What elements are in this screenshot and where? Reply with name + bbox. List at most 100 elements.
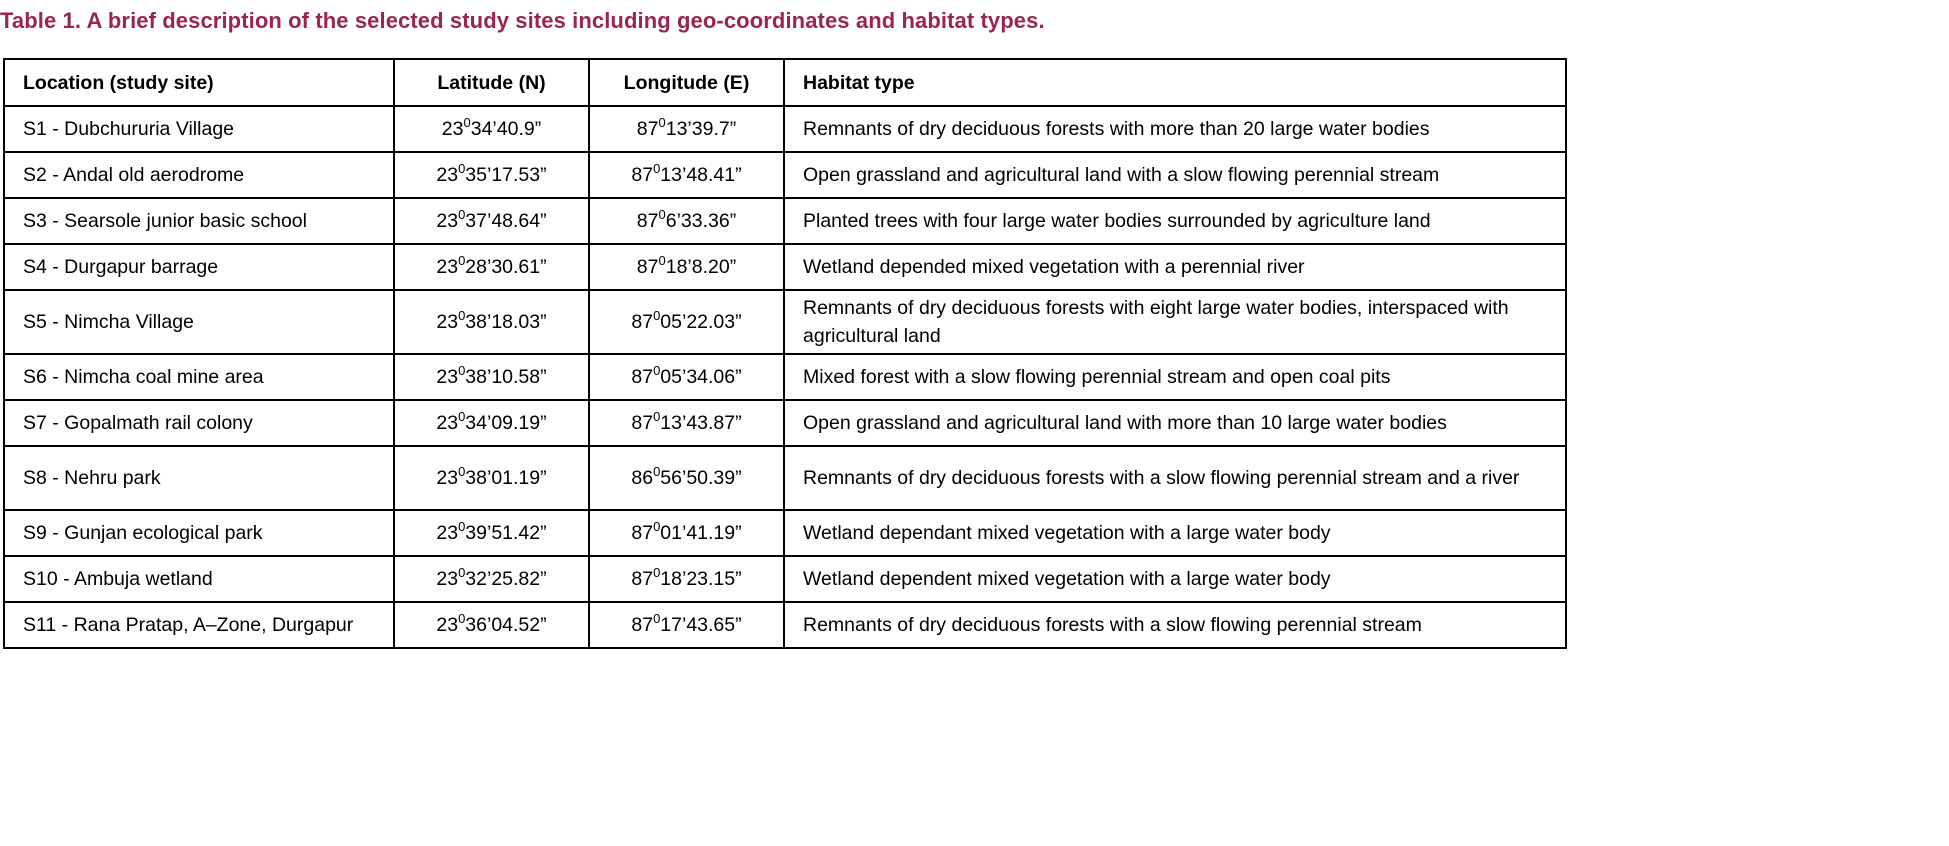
location-cell: S6 - Nimcha coal mine area xyxy=(3,353,395,401)
habitat-cell: Wetland dependant mixed vegetation with … xyxy=(783,509,1567,557)
longitude-cell-minutes-seconds: 17’43.65” xyxy=(660,614,742,636)
degree-mark: 0 xyxy=(653,464,661,479)
latitude-cell-degrees: 23 xyxy=(436,256,459,278)
longitude-cell: 87013’43.87” xyxy=(588,399,785,447)
latitude-cell-minutes-seconds: 38’10.58” xyxy=(465,366,547,388)
latitude-cell-degrees: 23 xyxy=(436,614,459,636)
header-habitat: Habitat type xyxy=(783,58,1567,107)
habitat-cell: Remnants of dry deciduous forests with e… xyxy=(783,289,1567,355)
latitude-cell: 23034’09.19” xyxy=(393,399,590,447)
longitude-cell-degrees: 87 xyxy=(631,164,654,186)
latitude-cell-minutes-seconds: 38’18.03” xyxy=(465,311,547,333)
location-cell: S11 - Rana Pratap, A–Zone, Durgapur xyxy=(3,601,395,649)
latitude-cell: 23034’40.9” xyxy=(393,105,590,153)
longitude-cell: 87018’23.15” xyxy=(588,555,785,603)
latitude-cell-degrees: 23 xyxy=(436,412,459,434)
degree-mark: 0 xyxy=(458,308,466,323)
habitat-cell: Open grassland and agricultural land wit… xyxy=(783,151,1567,199)
degree-mark: 0 xyxy=(653,363,661,378)
location-cell: S4 - Durgapur barrage xyxy=(3,243,395,291)
degree-mark: 0 xyxy=(458,464,466,479)
latitude-cell-minutes-seconds: 38’01.19” xyxy=(465,467,547,489)
longitude-cell-degrees: 86 xyxy=(631,467,654,489)
location-cell: S5 - Nimcha Village xyxy=(3,289,395,355)
latitude-cell-degrees: 23 xyxy=(436,210,459,232)
table-row: S1 - Dubchururia Village 23034’40.9” 87013… xyxy=(3,105,1567,153)
longitude-cell: 87013’39.7” xyxy=(588,105,785,153)
habitat-cell: Wetland depended mixed vegetation with a… xyxy=(783,243,1567,291)
longitude-cell-minutes-seconds: 05’22.03” xyxy=(660,311,742,333)
latitude-cell-minutes-seconds: 37’48.64” xyxy=(465,210,547,232)
longitude-cell-degrees: 87 xyxy=(631,522,654,544)
study-sites-table: Location (study site) Latitude (N) Longi… xyxy=(3,58,1567,649)
habitat-cell: Remnants of dry deciduous forests with m… xyxy=(783,105,1567,153)
degree-mark: 0 xyxy=(653,308,661,323)
table-row: S9 - Gunjan ecological park 23039’51.42” 8… xyxy=(3,509,1567,557)
longitude-cell-minutes-seconds: 18’8.20” xyxy=(665,256,737,278)
location-cell: S2 - Andal old aerodrome xyxy=(3,151,395,199)
longitude-cell-degrees: 87 xyxy=(636,118,659,140)
degree-mark: 0 xyxy=(653,565,661,580)
latitude-cell: 23035’17.53” xyxy=(393,151,590,199)
table-row: S4 - Durgapur barrage 23028’30.61” 87018’8… xyxy=(3,243,1567,291)
degree-mark: 0 xyxy=(653,519,661,534)
degree-mark: 0 xyxy=(458,161,466,176)
habitat-cell: Wetland dependent mixed vegetation with … xyxy=(783,555,1567,603)
location-cell: S8 - Nehru park xyxy=(3,445,395,511)
longitude-cell-minutes-seconds: 13’43.87” xyxy=(660,412,742,434)
habitat-cell: Remnants of dry deciduous forests with a… xyxy=(783,445,1567,511)
table-caption: Table 1. A brief description of the sele… xyxy=(0,8,1045,33)
longitude-cell-minutes-seconds: 56’50.39” xyxy=(660,467,742,489)
longitude-cell-minutes-seconds: 05’34.06” xyxy=(660,366,742,388)
degree-mark: 0 xyxy=(653,161,661,176)
degree-mark: 0 xyxy=(458,565,466,580)
location-cell: S3 - Searsole junior basic school xyxy=(3,197,395,245)
latitude-cell-degrees: 23 xyxy=(441,118,464,140)
table-row: S7 - Gopalmath rail colony 23034’09.19” 87… xyxy=(3,399,1567,447)
latitude-cell-minutes-seconds: 28’30.61” xyxy=(465,256,547,278)
latitude-cell-minutes-seconds: 39’51.42” xyxy=(465,522,547,544)
longitude-cell: 87005’22.03” xyxy=(588,289,785,355)
longitude-cell-degrees: 87 xyxy=(631,614,654,636)
degree-mark: 0 xyxy=(458,409,466,424)
longitude-cell-minutes-seconds: 13’48.41” xyxy=(660,164,742,186)
latitude-cell: 23038’01.19” xyxy=(393,445,590,511)
header-longitude: Longitude (E) xyxy=(588,58,785,107)
latitude-cell: 23032’25.82” xyxy=(393,555,590,603)
habitat-cell: Open grassland and agricultural land wit… xyxy=(783,399,1567,447)
latitude-cell: 23037’48.64” xyxy=(393,197,590,245)
location-cell: S10 - Ambuja wetland xyxy=(3,555,395,603)
table-header-row: Location (study site) Latitude (N) Longi… xyxy=(3,58,1567,107)
latitude-cell-minutes-seconds: 34’40.9” xyxy=(470,118,542,140)
latitude-cell-minutes-seconds: 34’09.19” xyxy=(465,412,547,434)
longitude-cell: 87005’34.06” xyxy=(588,353,785,401)
longitude-cell-degrees: 87 xyxy=(631,412,654,434)
location-cell: S1 - Dubchururia Village xyxy=(3,105,395,153)
latitude-cell: 23039’51.42” xyxy=(393,509,590,557)
latitude-cell-degrees: 23 xyxy=(436,366,459,388)
longitude-cell: 8706’33.36” xyxy=(588,197,785,245)
header-latitude: Latitude (N) xyxy=(393,58,590,107)
longitude-cell: 87018’8.20” xyxy=(588,243,785,291)
degree-mark: 0 xyxy=(463,115,471,130)
latitude-cell: 23028’30.61” xyxy=(393,243,590,291)
longitude-cell-degrees: 87 xyxy=(636,210,659,232)
degree-mark: 0 xyxy=(458,207,466,222)
latitude-cell: 23036’04.52” xyxy=(393,601,590,649)
latitude-cell: 23038’18.03” xyxy=(393,289,590,355)
latitude-cell-degrees: 23 xyxy=(436,467,459,489)
latitude-cell: 23038’10.58” xyxy=(393,353,590,401)
latitude-cell-degrees: 23 xyxy=(436,311,459,333)
latitude-cell-degrees: 23 xyxy=(436,568,459,590)
table-row: S6 - Nimcha coal mine area 23038’10.58” 87… xyxy=(3,353,1567,401)
latitude-cell-minutes-seconds: 36’04.52” xyxy=(465,614,547,636)
longitude-cell: 86056’50.39” xyxy=(588,445,785,511)
longitude-cell: 87001’41.19” xyxy=(588,509,785,557)
table-row: S11 - Rana Pratap, A–Zone, Durgapur 23036… xyxy=(3,601,1567,649)
location-cell: S9 - Gunjan ecological park xyxy=(3,509,395,557)
habitat-cell: Remnants of dry deciduous forests with a… xyxy=(783,601,1567,649)
longitude-cell-degrees: 87 xyxy=(631,311,654,333)
longitude-cell-minutes-seconds: 18’23.15” xyxy=(660,568,742,590)
table-row: S2 - Andal old aerodrome 23035’17.53” 8701… xyxy=(3,151,1567,199)
header-location: Location (study site) xyxy=(3,58,395,107)
